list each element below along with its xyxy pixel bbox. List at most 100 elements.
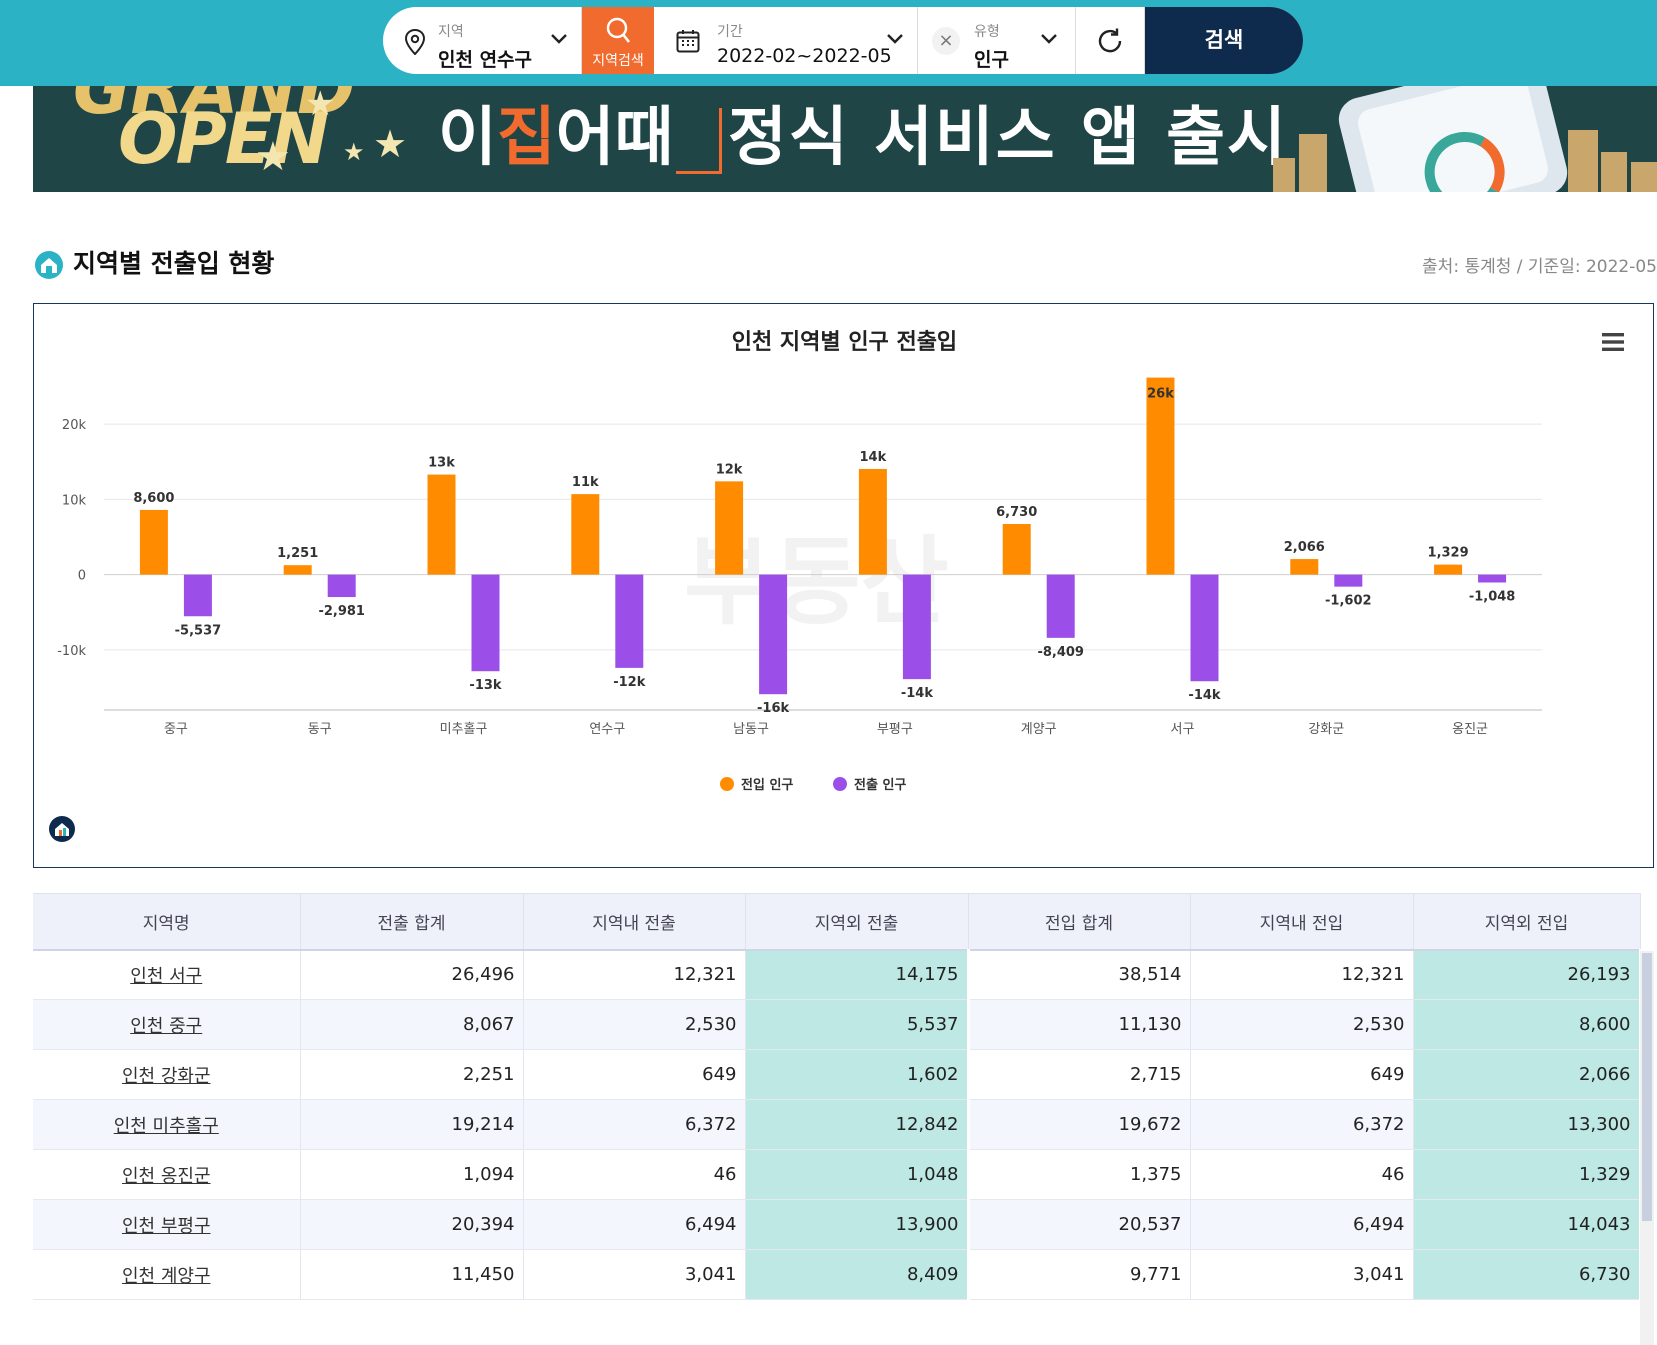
region-link[interactable]: 인천 서구 bbox=[33, 949, 301, 1000]
star-icon: ★ bbox=[305, 86, 336, 124]
inflow-bar bbox=[283, 565, 312, 575]
table-cell: 13,300 bbox=[1413, 1099, 1642, 1150]
data-label: 1,251 bbox=[277, 546, 318, 561]
region-link[interactable]: 인천 계양구 bbox=[33, 1249, 301, 1300]
region-label: 지역 bbox=[438, 24, 464, 40]
inflow-bar bbox=[1002, 523, 1031, 575]
table-cell: 9,771 bbox=[968, 1249, 1191, 1300]
table-row: 인천 중구 8,067 2,530 5,537 11,130 2,530 8,600 bbox=[33, 999, 1642, 1050]
data-label: 8,600 bbox=[133, 491, 174, 506]
x-tick-label: 미추홀구 bbox=[440, 722, 488, 737]
region-link[interactable]: 인천 부평구 bbox=[33, 1199, 301, 1250]
clear-icon[interactable]: × bbox=[932, 27, 960, 55]
table-row: 인천 미추홀구 19,214 6,372 12,842 19,672 6,372 13,30… bbox=[33, 1099, 1642, 1150]
location-pin-icon bbox=[405, 29, 425, 55]
col-header-out-internal[interactable]: 지역내 전출 bbox=[523, 893, 746, 951]
table-cell: 46 bbox=[523, 1149, 746, 1200]
region-selector[interactable]: 지역 인천 연수구 bbox=[383, 7, 582, 74]
region-link[interactable]: 인천 옹진군 bbox=[33, 1149, 301, 1200]
table-scrollbar[interactable] bbox=[1640, 951, 1654, 1345]
outflow-bar bbox=[327, 574, 356, 598]
table-cell: 6,494 bbox=[1190, 1199, 1414, 1250]
star-icon: ★ bbox=[255, 134, 291, 180]
table-cell: 12,321 bbox=[523, 949, 746, 1000]
outflow-bar bbox=[1334, 574, 1363, 587]
inflow-bar bbox=[1146, 377, 1175, 575]
y-tick-label: 0 bbox=[78, 569, 86, 584]
region-link[interactable]: 인천 강화군 bbox=[33, 1049, 301, 1100]
migration-table: 지역명 전출 합계 지역내 전출 지역외 전출 전입 합계 지역내 전입 지역외… bbox=[33, 893, 1657, 1345]
col-header-in-total[interactable]: 전입 합계 bbox=[968, 893, 1191, 951]
table-cell: 8,409 bbox=[745, 1249, 970, 1300]
section-title: 지역별 전출입 현황 bbox=[73, 249, 275, 278]
table-row: 인천 강화군 2,251 649 1,602 2,715 649 2,066 bbox=[33, 1049, 1642, 1100]
building-illustration bbox=[1631, 162, 1657, 192]
data-source: 출처: 통계청 / 기준일: 2022-05 bbox=[1422, 257, 1657, 277]
table-cell: 12,842 bbox=[745, 1099, 970, 1150]
table-cell: 20,537 bbox=[968, 1199, 1191, 1250]
table-cell: 14,043 bbox=[1413, 1199, 1642, 1250]
scrollbar-thumb[interactable] bbox=[1642, 953, 1652, 1221]
table-row: 인천 계양구 11,450 3,041 8,409 9,771 3,041 6,730 bbox=[33, 1249, 1642, 1300]
chart-canvas: 20k 10k 0 -10k 중구 8,600 -5,537 동구 1,251 -2,981 미추홀… bbox=[57, 377, 1542, 793]
type-label: 유형 bbox=[974, 24, 1000, 40]
banner-bracket bbox=[676, 108, 722, 174]
table-row: 인천 부평구 20,394 6,494 13,900 20,537 6,494 14,043 bbox=[33, 1199, 1642, 1250]
chevron-down-icon bbox=[551, 34, 567, 44]
x-tick-label: 옹진군 bbox=[1452, 722, 1488, 737]
table-cell: 19,672 bbox=[968, 1099, 1191, 1150]
building-illustration bbox=[1299, 134, 1327, 192]
top-search-bar: 지역 인천 연수구 지역검색 기간 2022-02~2022-05 bbox=[0, 0, 1657, 86]
table-cell: 2,530 bbox=[1190, 999, 1414, 1050]
chevron-down-icon bbox=[1041, 34, 1057, 44]
table-cell: 2,530 bbox=[523, 999, 746, 1050]
inflow-bar bbox=[715, 481, 744, 575]
table-cell: 2,251 bbox=[300, 1049, 524, 1100]
col-header-out-external[interactable]: 지역외 전출 bbox=[745, 893, 969, 951]
refresh-button[interactable] bbox=[1076, 7, 1145, 74]
chevron-down-icon bbox=[887, 34, 903, 44]
period-selector[interactable]: 기간 2022-02~2022-05 bbox=[654, 7, 918, 74]
table-cell: 38,514 bbox=[968, 949, 1191, 1000]
table-cell: 8,067 bbox=[300, 999, 524, 1050]
table-row: 인천 옹진군 1,094 46 1,048 1,375 46 1,329 bbox=[33, 1149, 1642, 1200]
data-label: -14k bbox=[1188, 688, 1220, 703]
data-label: -13k bbox=[469, 678, 501, 693]
menu-icon[interactable] bbox=[1602, 333, 1624, 351]
table-cell: 6,494 bbox=[523, 1199, 746, 1250]
table-cell: 2,066 bbox=[1413, 1049, 1642, 1100]
outflow-bar bbox=[183, 574, 212, 617]
table-cell: 649 bbox=[523, 1049, 746, 1100]
table-cell: 6,730 bbox=[1413, 1249, 1642, 1300]
star-icon: ★ bbox=[373, 122, 408, 166]
legend-label: 전출 인구 bbox=[854, 777, 906, 793]
table-cell: 11,450 bbox=[300, 1249, 524, 1300]
col-header-in-internal[interactable]: 지역내 전입 bbox=[1190, 893, 1414, 951]
table-cell: 3,041 bbox=[1190, 1249, 1414, 1300]
x-tick-label: 연수구 bbox=[589, 722, 625, 737]
data-label: -1,602 bbox=[1325, 594, 1372, 609]
table-cell: 1,048 bbox=[745, 1149, 970, 1200]
data-label: -2,981 bbox=[318, 604, 365, 619]
col-header-region[interactable]: 지역명 bbox=[33, 893, 301, 951]
inflow-bar bbox=[139, 509, 168, 575]
promo-banner[interactable]: GRAND OPEN ★ ★ ★ ★ 이집어때 정식 서비스 앱 출시 bbox=[33, 86, 1657, 192]
outflow-bar bbox=[1478, 574, 1507, 583]
legend-marker-inflow bbox=[720, 777, 734, 791]
outflow-bar bbox=[902, 574, 931, 680]
data-label: 1,329 bbox=[1428, 546, 1469, 561]
col-header-out-total[interactable]: 전출 합계 bbox=[300, 893, 524, 951]
table-cell: 26,193 bbox=[1413, 949, 1642, 1000]
col-header-in-external[interactable]: 지역외 전입 bbox=[1413, 893, 1641, 951]
banner-grand-text: GRAND bbox=[73, 86, 356, 130]
data-label: 2,066 bbox=[1284, 540, 1325, 555]
y-tick-label: 10k bbox=[62, 493, 87, 508]
type-selector[interactable]: × 유형 인구 bbox=[918, 7, 1076, 74]
inflow-bar bbox=[1290, 559, 1319, 575]
region-link[interactable]: 인천 미추홀구 bbox=[33, 1099, 301, 1150]
region-link[interactable]: 인천 중구 bbox=[33, 999, 301, 1050]
x-tick-label: 남동구 bbox=[733, 722, 769, 737]
x-tick-label: 계양구 bbox=[1021, 722, 1057, 737]
region-search-button[interactable]: 지역검색 bbox=[582, 7, 654, 74]
search-submit-button[interactable]: 검색 bbox=[1145, 7, 1303, 74]
